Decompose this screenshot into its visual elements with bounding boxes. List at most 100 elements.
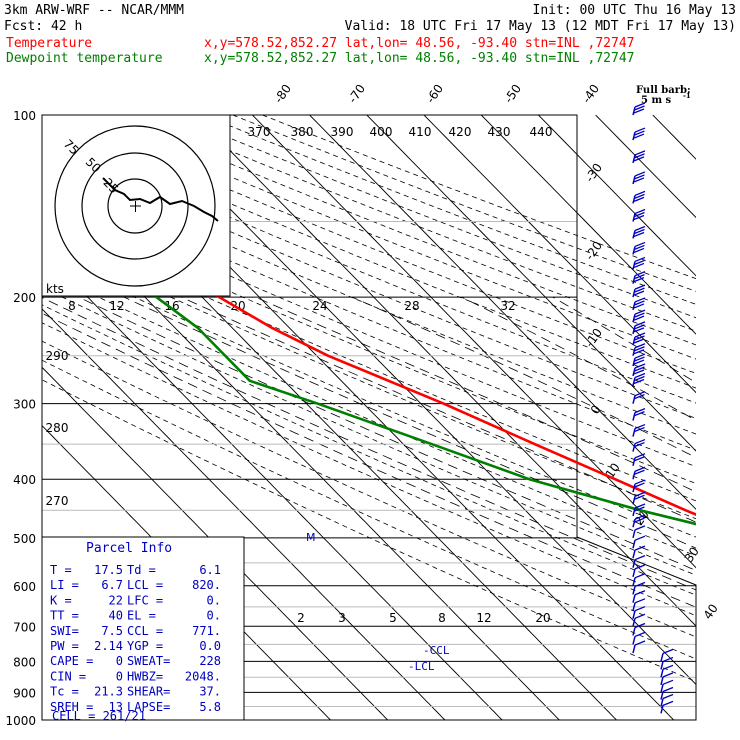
theta-left-label: 280 [46, 421, 69, 435]
parcel-row-cell: 40 [109, 609, 123, 623]
temperature-tick-label: -40 [579, 82, 602, 106]
parcel-row-cell: LCL = [127, 578, 163, 592]
wind-barb-feather [633, 303, 645, 309]
wind-barb [632, 154, 636, 164]
temperature-tick-label: -50 [501, 82, 524, 106]
temperature-legend-location: x,y=578.52,852.27 lat,lon= 48.56, -93.40… [204, 36, 634, 51]
dewpoint-legend-label: Dewpoint temperature [6, 51, 163, 66]
wind-barb [632, 230, 636, 239]
wind-barb [632, 644, 636, 654]
wind-barb-feather [634, 256, 646, 263]
wind-barb-feather [662, 679, 674, 685]
parcel-marker: M [306, 531, 316, 544]
temperature-tick-label: -60 [423, 82, 446, 106]
wind-barb-feather [634, 321, 646, 327]
wind-barb [632, 288, 636, 298]
wind-barb-feather [633, 359, 645, 365]
wind-barb-feather [662, 664, 674, 670]
wind-barb-feather [634, 190, 646, 197]
temperature-tick-label: 40 [701, 601, 721, 622]
wind-barb-feather [634, 332, 646, 338]
pressure-tick-label: 600 [13, 580, 36, 594]
isotherm [252, 115, 696, 569]
wind-barb [632, 610, 636, 619]
wind-barb-feather [634, 423, 646, 430]
parcel-row-cell: 0. [207, 593, 221, 607]
theta-label: 390 [331, 125, 354, 139]
wind-barb-feather [634, 482, 645, 488]
wind-barb [660, 676, 664, 686]
isotherm [309, 115, 696, 510]
ccl-marker: -CCL [423, 644, 450, 657]
wind-barb-feather [634, 426, 645, 433]
wind-barb [632, 367, 636, 377]
wind-barb-feather [634, 309, 646, 315]
pressure-tick-label: 900 [13, 686, 36, 700]
wind-barb-feather [662, 700, 674, 706]
mixing-ratio-label: 5 [389, 611, 397, 625]
parcel-row-cell: SWI= [50, 624, 79, 638]
isotherm [366, 115, 696, 452]
speed-scale-label: 24 [312, 299, 327, 313]
wind-barb-feather [634, 324, 645, 330]
wind-barb-feather [634, 274, 645, 280]
wind-barb [632, 347, 636, 356]
theta-label: 370 [248, 125, 271, 139]
wind-barb-feather [634, 535, 646, 541]
wind-barb [632, 131, 636, 141]
wind-barb [632, 301, 636, 311]
parcel-info-frame [41, 536, 245, 721]
isotherm [538, 115, 696, 277]
wind-barb [632, 195, 636, 204]
wind-barb [632, 443, 636, 452]
parcel-cell: CELL = 261/21 [52, 709, 146, 723]
pressure-tick-label: 700 [13, 620, 36, 634]
wind-barb [660, 661, 664, 670]
dry-adiabat [42, 121, 696, 389]
wind-barb [632, 483, 636, 493]
parcel-row-cell: 771. [192, 624, 221, 638]
wind-barb [632, 507, 636, 517]
wind-barb-feather [634, 525, 646, 531]
wind-barb-feather [634, 363, 646, 369]
moist-adiabat [255, 296, 696, 493]
wind-barb [660, 669, 664, 678]
parcel-row-cell: 0. [207, 609, 221, 623]
wind-barb [660, 705, 664, 714]
parcel-row-cell: SWEAT= [127, 654, 170, 668]
temperature-tick-label: 30 [682, 544, 702, 565]
wind-barb-feather [634, 287, 645, 293]
parcel-row-cell: LI = [50, 578, 79, 592]
hodograph-center-marker [130, 201, 141, 212]
wind-barb-feather [662, 693, 674, 700]
parcel-row-cell: 22 [109, 593, 123, 607]
wind-barb-feather [634, 343, 646, 349]
wind-key-label: Full barb: [636, 85, 691, 96]
hodograph-ring-50 [81, 152, 189, 260]
wind-barb-feather [633, 133, 645, 139]
wind-barb-feather [633, 369, 645, 375]
wind-barb-feather [634, 598, 646, 604]
wind-barb [632, 357, 636, 367]
parcel-row-cell: HWBZ= [127, 669, 163, 683]
wind-barb [632, 275, 636, 284]
wind-barb [632, 175, 636, 185]
parcel-row-cell: EL = [127, 609, 156, 623]
isotherm [595, 115, 696, 219]
wind-barbs [632, 102, 674, 714]
wind-barb [632, 594, 636, 603]
wind-key-value: 5 m s [641, 95, 672, 106]
wind-barb-feather [634, 271, 646, 277]
theta-label: 430 [488, 125, 511, 139]
moist-adiabat [351, 296, 696, 459]
wind-barb-feather [634, 353, 646, 359]
wind-barb-feather [634, 228, 645, 235]
wind-barb [632, 549, 636, 559]
theta-left-label: 270 [46, 494, 69, 508]
parcel-row-cell: 820. [192, 578, 221, 592]
wind-barb-feather [634, 394, 645, 400]
wind-barb-feather [634, 613, 646, 619]
wind-barb-feather [633, 290, 645, 296]
wind-barb [632, 586, 636, 595]
wind-barb-feather [634, 346, 645, 352]
